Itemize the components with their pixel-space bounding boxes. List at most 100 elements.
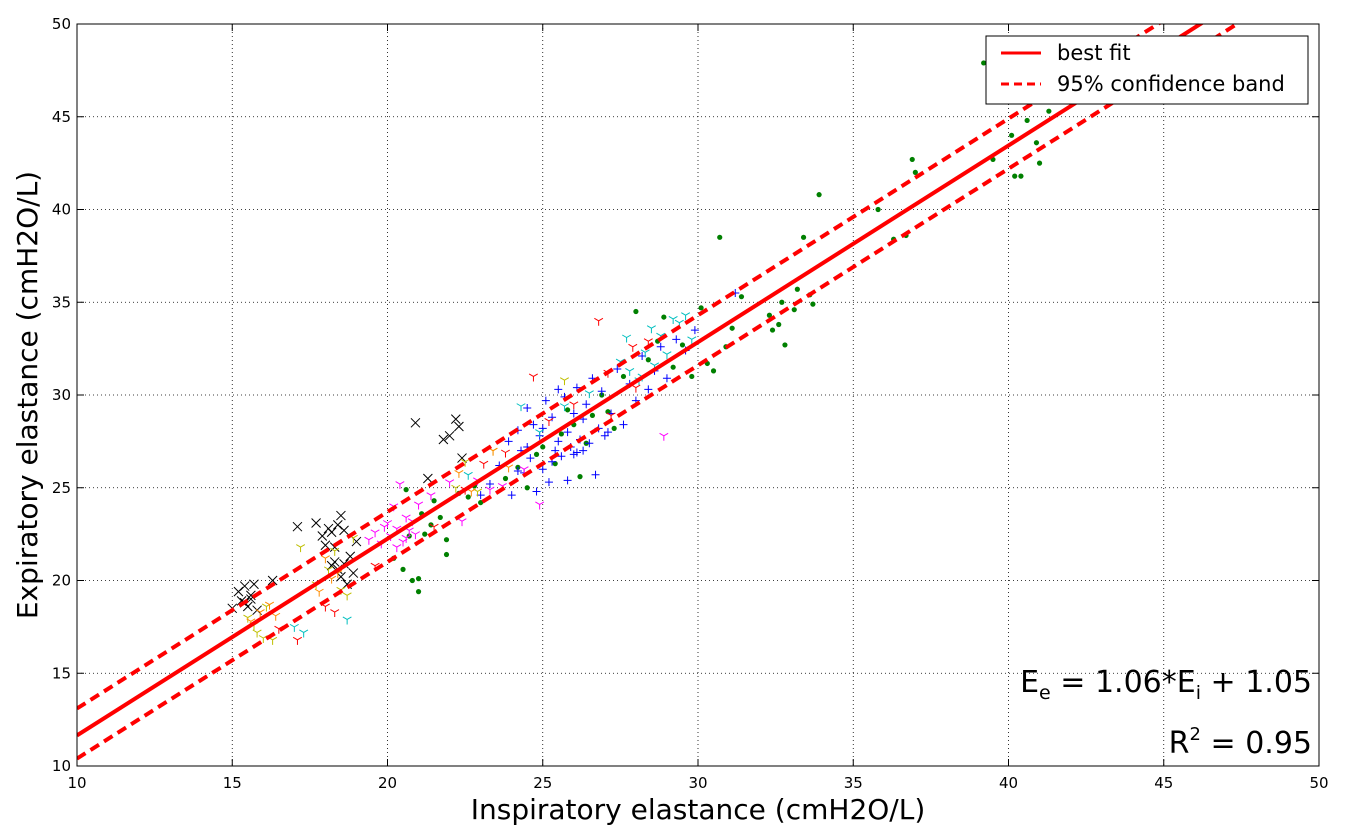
data-point-dot — [909, 156, 915, 163]
data-point-dot — [794, 286, 800, 292]
data-point-dot — [431, 498, 437, 504]
data-point-tri — [451, 484, 461, 493]
data-point-dot — [1009, 132, 1015, 138]
data-point-tri — [392, 544, 402, 553]
eq-sub-i: i — [1196, 682, 1201, 704]
r-squared: R2 = 0.95 — [1169, 724, 1312, 761]
data-point-tri — [569, 401, 579, 410]
data-point-dot — [422, 531, 428, 537]
data-point-tri — [454, 469, 464, 478]
y-tick-label: 30 — [52, 386, 71, 404]
legend-label-confidence-band: 95% confidence band — [1057, 72, 1285, 96]
data-point-dot — [738, 294, 745, 300]
data-point-tri — [342, 592, 352, 601]
data-point-tri — [299, 629, 309, 638]
data-point-dot — [502, 475, 509, 482]
data-point-dot — [620, 373, 627, 380]
eq-mid: = 1.06*E — [1051, 665, 1196, 700]
data-point-dot — [443, 551, 450, 558]
data-point-plus — [523, 403, 532, 412]
data-point-tri — [687, 336, 697, 345]
data-point-x — [267, 575, 278, 586]
data-point-plus — [662, 374, 671, 383]
data-point-dot — [645, 357, 651, 363]
data-point-tri — [289, 623, 299, 632]
y-tick-label: 35 — [52, 293, 71, 311]
data-point-dot — [589, 412, 596, 419]
axis-ticks: 10 15 20 25 30 35 40 45 50 10 15 20 25 30 35 40 45 50 — [52, 15, 1329, 792]
data-point-tri — [485, 486, 495, 495]
data-point-dot — [782, 342, 788, 348]
data-point-plus — [504, 437, 513, 446]
data-point-dot — [779, 299, 785, 305]
data-point-dot — [810, 301, 816, 307]
data-point-plus — [597, 387, 606, 396]
data-point-plus — [579, 446, 588, 455]
data-point-dot — [415, 589, 422, 595]
data-point-plus — [569, 409, 578, 418]
data-point-plus — [690, 326, 699, 335]
data-point-tri — [681, 312, 691, 321]
data-point-plus — [554, 385, 563, 394]
data-point-dot — [1012, 173, 1018, 179]
data-point-tri — [264, 601, 275, 610]
data-point-plus — [526, 454, 535, 463]
data-point-tri — [255, 609, 265, 618]
data-point-tri — [364, 536, 374, 545]
data-point-dot — [409, 577, 415, 584]
data-point-tri — [640, 349, 650, 358]
data-point-dot — [769, 327, 776, 333]
r2-sup: 2 — [1190, 724, 1201, 745]
data-point-dot — [1024, 117, 1030, 124]
x-tick-label: 45 — [1154, 774, 1173, 792]
y-axis-label: Expiratory elastance (cmH2O/L) — [11, 171, 44, 619]
data-point-tri — [535, 429, 545, 438]
data-point-plus — [603, 428, 612, 437]
data-point-tri — [292, 636, 303, 645]
data-point-x — [239, 581, 250, 591]
data-point-tri — [668, 316, 678, 324]
data-point-tri — [528, 373, 538, 382]
data-point-dot — [633, 308, 639, 315]
data-point-x — [311, 518, 321, 528]
data-point-x — [423, 473, 433, 484]
y-tick-label: 10 — [52, 757, 71, 775]
data-point-tri — [445, 479, 455, 488]
data-point-plus — [513, 467, 522, 476]
data-point-plus — [656, 342, 665, 351]
data-point-dot — [415, 576, 422, 582]
data-point-plus — [582, 400, 591, 409]
data-point-dot — [816, 192, 822, 198]
data-point-tri — [330, 609, 340, 618]
data-point-x — [320, 540, 331, 551]
x-tick-label: 25 — [533, 774, 552, 792]
data-point-tri — [401, 534, 411, 543]
data-point-plus — [644, 385, 653, 394]
data-point-plus — [538, 424, 547, 433]
data-point-tri — [410, 531, 420, 540]
y-tick-label: 45 — [52, 108, 71, 126]
y-tick-label: 50 — [52, 15, 71, 33]
data-point-dot — [766, 312, 773, 318]
data-point-dot — [403, 487, 409, 493]
r2-suffix: = 0.95 — [1201, 726, 1312, 761]
data-point-tri — [379, 523, 389, 532]
data-point-dot — [800, 234, 807, 240]
data-point-tri — [342, 616, 352, 625]
data-point-tri — [559, 403, 570, 412]
eq-suffix: + 1.05 — [1201, 665, 1312, 700]
data-point-dot — [611, 425, 617, 431]
data-point-dot — [670, 364, 676, 370]
data-point-tri — [622, 334, 632, 343]
data-point-dot — [564, 407, 571, 413]
data-point-plus — [619, 420, 628, 429]
data-point-dot — [558, 431, 564, 437]
data-point-dot — [478, 499, 484, 506]
data-point-tri — [516, 403, 526, 412]
data-point-tri — [252, 629, 262, 638]
data-point-dot — [661, 314, 667, 320]
eq-sub-e: e — [1039, 682, 1051, 704]
y-tick-label: 20 — [52, 572, 71, 590]
data-point-x — [444, 430, 455, 441]
